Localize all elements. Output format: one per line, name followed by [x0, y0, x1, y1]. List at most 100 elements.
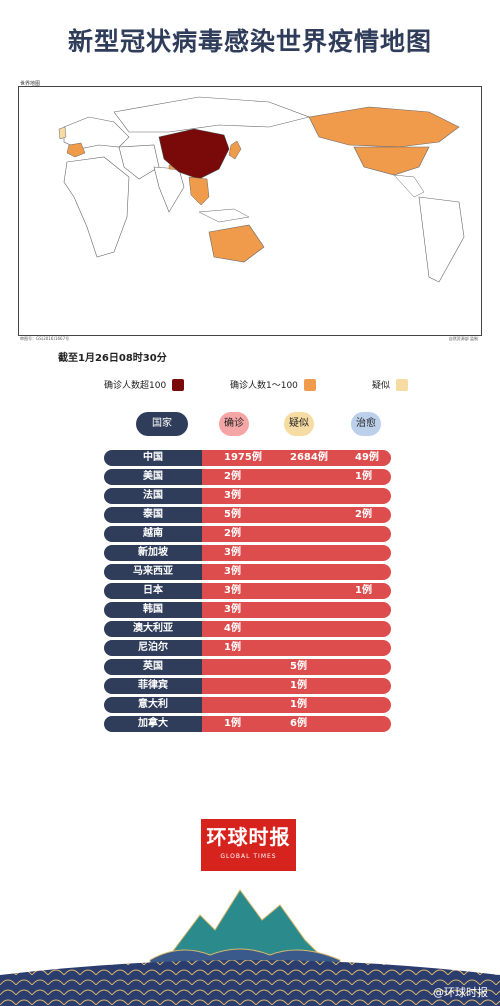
- country-cell: 美国: [104, 469, 202, 485]
- values-cell: 3例: [202, 602, 391, 618]
- country-cell: 法国: [104, 488, 202, 504]
- cured-value: 2例: [355, 509, 372, 520]
- legend-label: 确诊人数超100: [104, 381, 167, 391]
- cured-value: 1例: [355, 471, 372, 482]
- map-caption-issuer: 自然资源部 监制: [448, 336, 478, 341]
- map-region-africa: [63, 156, 130, 258]
- confirmed-value: 1例: [224, 718, 241, 729]
- country-cell: 加拿大: [104, 716, 202, 732]
- table-row: 澳大利亚 4例: [104, 621, 391, 637]
- values-cell: 1例: [202, 640, 391, 656]
- map-caption-approval: 审图号：GS(2016)1667号: [20, 336, 70, 341]
- values-cell: 5例 2例: [202, 507, 391, 523]
- table-row: 越南 2例: [104, 526, 391, 542]
- map-region-uk: [58, 126, 67, 140]
- map-region-russia: [113, 96, 311, 133]
- header-suspected: 疑似: [284, 412, 314, 436]
- values-cell: 1975例 2684例 49例: [202, 450, 391, 466]
- table-row: 意大利 1例: [104, 697, 391, 713]
- decorative-mountains: [0, 889, 500, 1006]
- map-region-usa: [353, 146, 430, 176]
- cured-value: 1例: [355, 585, 372, 596]
- country-cell: 越南: [104, 526, 202, 542]
- values-cell: 1例: [202, 697, 391, 713]
- watermark: @环球时报: [433, 986, 488, 999]
- table-row: 韩国 3例: [104, 602, 391, 618]
- table-row: 泰国 5例 2例: [104, 507, 391, 523]
- header-country: 国家: [136, 412, 188, 436]
- table-row: 美国 2例 1例: [104, 469, 391, 485]
- legend-label: 疑似: [372, 381, 391, 391]
- country-cell: 尼泊尔: [104, 640, 202, 656]
- confirmed-value: 1975例: [224, 452, 262, 463]
- table-row: 中国 1975例 2684例 49例: [104, 450, 391, 466]
- map-caption-title: 世界地图: [20, 81, 41, 87]
- logo-cn-text: 环球时报: [206, 825, 291, 849]
- map-region-france-italy: [66, 142, 86, 158]
- confirmed-value: 3例: [224, 585, 241, 596]
- legend-swatch: [172, 378, 185, 391]
- world-map: [18, 86, 482, 336]
- country-cell: 中国: [104, 450, 202, 466]
- mountain-peaks: [169, 889, 322, 956]
- map-region-middle-east: [118, 144, 160, 180]
- confirmed-value: 3例: [224, 547, 241, 558]
- country-cell: 新加坡: [104, 545, 202, 561]
- country-cell: 泰国: [104, 507, 202, 523]
- suspected-value: 1例: [290, 680, 307, 691]
- map-region-canada: [308, 106, 460, 148]
- table-row: 法国 3例: [104, 488, 391, 504]
- global-times-logo: 环球时报 GLOBAL TIMES: [201, 819, 296, 871]
- country-cell: 菲律宾: [104, 678, 202, 694]
- values-cell: 3例 1例: [202, 583, 391, 599]
- header-cured: 治愈: [351, 412, 381, 436]
- table-row: 菲律宾 1例: [104, 678, 391, 694]
- values-cell: 1例: [202, 678, 391, 694]
- table-row: 英国 5例: [104, 659, 391, 675]
- confirmed-value: 5例: [224, 509, 241, 520]
- values-cell: 3例: [202, 545, 391, 561]
- country-cell: 日本: [104, 583, 202, 599]
- values-cell: 4例: [202, 621, 391, 637]
- table-row: 新加坡 3例: [104, 545, 391, 561]
- table-row: 马来西亚 3例: [104, 564, 391, 580]
- logo-en-text: GLOBAL TIMES: [220, 853, 277, 860]
- map-region-japan-korea: [228, 140, 242, 160]
- confirmed-value: 4例: [224, 623, 241, 634]
- legend-item-over100: 确诊人数超100: [104, 378, 185, 391]
- country-cell: 意大利: [104, 697, 202, 713]
- page-title: 新型冠状病毒感染世界疫情地图: [67, 27, 432, 56]
- header-confirmed: 确诊: [219, 412, 249, 436]
- confirmed-value: 1例: [224, 642, 241, 653]
- world-map-svg: [19, 87, 481, 335]
- suspected-value: 6例: [290, 718, 307, 729]
- date-label: 截至1月26日08时30分: [58, 353, 167, 364]
- confirmed-value: 2例: [224, 528, 241, 539]
- confirmed-value: 3例: [224, 566, 241, 577]
- map-region-southeast-asia: [188, 176, 210, 206]
- map-region-indonesia: [198, 208, 250, 223]
- legend-item-suspected: 疑似: [372, 378, 409, 391]
- values-cell: 2例: [202, 526, 391, 542]
- sea-waves: [0, 960, 500, 1006]
- suspected-value: 2684例: [290, 452, 328, 463]
- confirmed-value: 3例: [224, 604, 241, 615]
- values-cell: 1例 6例: [202, 716, 391, 732]
- map-region-south-america: [418, 196, 465, 283]
- values-cell: 3例: [202, 564, 391, 580]
- country-cell: 英国: [104, 659, 202, 675]
- legend-label: 确诊人数1～100: [230, 381, 298, 391]
- values-cell: 3例: [202, 488, 391, 504]
- legend-item-1to100: 确诊人数1～100: [230, 378, 316, 391]
- suspected-value: 1例: [290, 699, 307, 710]
- legend-swatch: [303, 378, 316, 391]
- table-row: 尼泊尔 1例: [104, 640, 391, 656]
- suspected-value: 5例: [290, 661, 307, 672]
- map-region-australia: [208, 224, 265, 263]
- legend-swatch: [396, 378, 409, 391]
- case-table: 中国 1975例 2684例 49例 美国 2例 1例 法国 3例 泰国 5例 2例 越南 2例 新加坡 3例…: [104, 450, 391, 735]
- country-cell: 韩国: [104, 602, 202, 618]
- confirmed-value: 3例: [224, 490, 241, 501]
- values-cell: 5例: [202, 659, 391, 675]
- country-cell: 马来西亚: [104, 564, 202, 580]
